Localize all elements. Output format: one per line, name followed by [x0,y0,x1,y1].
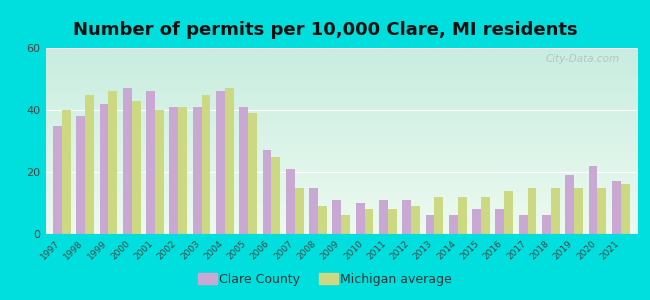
Bar [272,157,280,234]
Bar [449,215,458,234]
Bar [248,113,257,234]
Bar [99,104,109,234]
Bar [481,197,490,234]
Bar [202,94,211,234]
Bar [519,215,528,234]
Text: Number of permits per 10,000 Clare, MI residents: Number of permits per 10,000 Clare, MI r… [73,21,577,39]
Bar [132,101,140,234]
Bar [621,184,630,234]
Bar [495,209,504,234]
Bar [309,188,318,234]
Bar [566,175,574,234]
Bar [426,215,434,234]
Bar [146,92,155,234]
Bar [76,116,85,234]
Bar [402,200,411,234]
Bar [341,215,350,234]
Bar [504,190,513,234]
Bar [332,200,341,234]
Bar [155,110,164,234]
Bar [286,169,294,234]
Bar [379,200,388,234]
Bar [597,188,606,234]
Bar [225,88,233,234]
Bar [388,209,396,234]
Bar [263,150,272,234]
Bar [170,107,178,234]
Bar [588,166,597,234]
Bar [574,188,583,234]
Bar [123,88,132,234]
Bar [542,215,551,234]
Bar [612,181,621,234]
Bar [239,107,248,234]
Bar [434,197,443,234]
Bar [356,203,365,234]
Bar [216,92,225,234]
Bar [62,110,71,234]
Bar [53,125,62,234]
Bar [192,107,202,234]
Bar [411,206,420,234]
Bar [109,92,117,234]
Bar [178,107,187,234]
Bar [318,206,327,234]
Bar [458,197,467,234]
Bar [365,209,373,234]
Bar [294,188,304,234]
Bar [85,94,94,234]
Legend: Clare County, Michigan average: Clare County, Michigan average [193,268,457,291]
Text: City-Data.com: City-Data.com [545,54,619,64]
Bar [528,188,536,234]
Bar [551,188,560,234]
Bar [472,209,481,234]
